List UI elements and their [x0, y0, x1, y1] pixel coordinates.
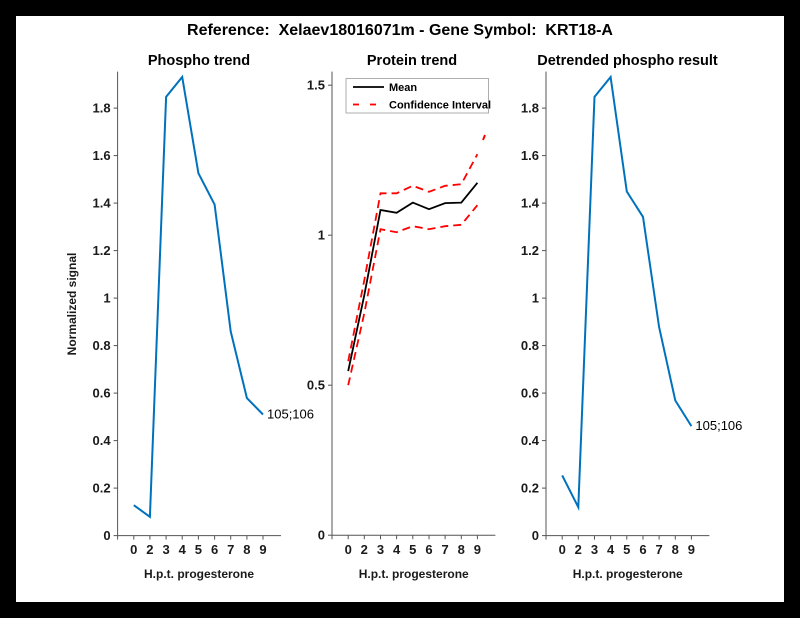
svg-text:0.4: 0.4	[521, 433, 540, 448]
svg-text:Detrended phospho result: Detrended phospho result	[537, 53, 718, 69]
svg-text:8: 8	[458, 542, 465, 557]
svg-text:0.5: 0.5	[307, 378, 325, 393]
svg-text:0.6: 0.6	[521, 386, 539, 401]
svg-text:8: 8	[672, 542, 679, 557]
svg-text:6: 6	[425, 542, 432, 557]
svg-text:7: 7	[655, 542, 662, 557]
svg-text:2: 2	[146, 542, 153, 557]
svg-text:1.4: 1.4	[521, 196, 540, 211]
svg-text:1.6: 1.6	[521, 148, 539, 163]
svg-text:1.8: 1.8	[93, 101, 111, 116]
svg-text:H.p.t. progesterone: H.p.t. progesterone	[144, 567, 254, 581]
svg-text:9: 9	[259, 542, 266, 557]
svg-text:0.8: 0.8	[521, 338, 539, 353]
svg-text:1.4: 1.4	[93, 196, 112, 211]
svg-text:0.6: 0.6	[93, 386, 111, 401]
svg-text:6: 6	[211, 542, 218, 557]
svg-text:Normalized signal: Normalized signal	[65, 253, 79, 356]
svg-text:1.2: 1.2	[521, 243, 539, 258]
svg-text:0.8: 0.8	[93, 338, 111, 353]
svg-text:9: 9	[688, 542, 695, 557]
svg-text:5: 5	[623, 542, 630, 557]
svg-text:0: 0	[103, 528, 110, 543]
svg-text:7: 7	[227, 542, 234, 557]
svg-text:5: 5	[195, 542, 202, 557]
svg-text:1: 1	[318, 228, 325, 243]
svg-text:Confidence Interval: Confidence Interval	[389, 100, 491, 112]
svg-text:2: 2	[575, 542, 582, 557]
svg-text:0: 0	[559, 542, 566, 557]
svg-text:0: 0	[318, 528, 325, 543]
svg-text:6: 6	[639, 542, 646, 557]
svg-text:1.6: 1.6	[93, 148, 111, 163]
svg-text:0: 0	[345, 542, 352, 557]
svg-text:H.p.t. progesterone: H.p.t. progesterone	[359, 567, 469, 581]
svg-text:5: 5	[409, 542, 416, 557]
svg-text:3: 3	[377, 542, 384, 557]
svg-text:7: 7	[441, 542, 448, 557]
svg-text:Phospho trend: Phospho trend	[148, 53, 250, 69]
svg-text:1.5: 1.5	[307, 78, 325, 93]
svg-text:0.4: 0.4	[93, 433, 112, 448]
svg-text:Mean: Mean	[389, 82, 417, 94]
svg-text:1.8: 1.8	[521, 101, 539, 116]
svg-text:1: 1	[532, 291, 539, 306]
svg-text:Protein trend: Protein trend	[367, 53, 457, 69]
svg-text:1: 1	[103, 291, 110, 306]
svg-text:8: 8	[243, 542, 250, 557]
svg-text:2: 2	[361, 542, 368, 557]
svg-text:0.2: 0.2	[93, 481, 111, 496]
svg-text:1.2: 1.2	[93, 243, 111, 258]
svg-text:3: 3	[591, 542, 598, 557]
svg-text:0.2: 0.2	[521, 481, 539, 496]
svg-text:4: 4	[393, 542, 401, 557]
svg-text:H.p.t. progesterone: H.p.t. progesterone	[573, 567, 683, 581]
svg-text:0: 0	[532, 528, 539, 543]
svg-text:9: 9	[474, 542, 481, 557]
svg-text:105;106: 105;106	[267, 407, 314, 422]
svg-text:3: 3	[162, 542, 169, 557]
svg-text:105;106: 105;106	[695, 418, 742, 433]
svg-text:0: 0	[130, 542, 137, 557]
svg-text:4: 4	[179, 542, 187, 557]
svg-text:4: 4	[607, 542, 615, 557]
